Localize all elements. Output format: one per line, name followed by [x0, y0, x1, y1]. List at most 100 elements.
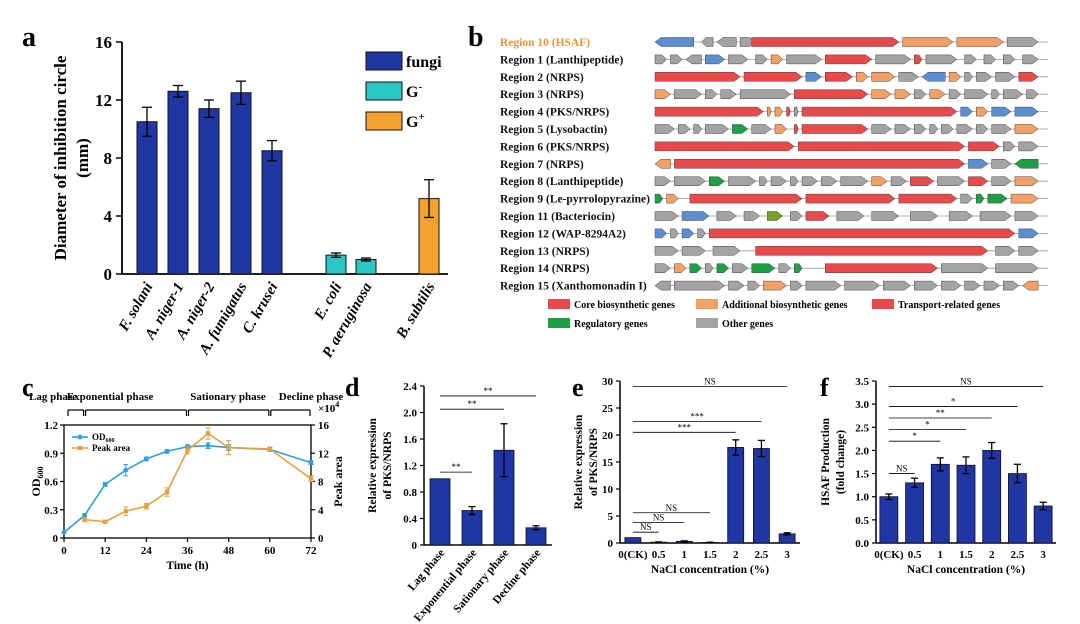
gene-arrow [705, 124, 729, 134]
gene-arrow [705, 54, 726, 65]
x-tick-label: 2 [989, 549, 995, 561]
gene-arrow [948, 89, 962, 99]
right-axis-multiplier: ×104 [318, 400, 339, 415]
legend-text: G [406, 114, 419, 131]
gene-arrow [674, 280, 726, 291]
legend-text: G [406, 84, 419, 101]
legend-swatch-regulatory [548, 318, 570, 328]
panel-letter-b: b [468, 22, 484, 53]
gene-arrow [937, 176, 966, 186]
x-tick-label: 0.5 [652, 549, 666, 561]
x-axis-label: NaCl concentration (%) [651, 564, 769, 576]
bar [727, 447, 745, 544]
gene-arrow [991, 159, 1012, 169]
y-tick-label: 0.4 [403, 514, 417, 526]
multiplier-exp: 4 [335, 400, 339, 409]
legend-swatch-gpos [365, 111, 403, 131]
legend-swatch-core [548, 299, 570, 309]
region-label: Region 3 (NRPS) [500, 89, 584, 101]
gene-arrow [697, 228, 706, 239]
y-tick-label: 15 [602, 457, 614, 469]
gene-arrow [902, 37, 954, 47]
gene-arrow [975, 193, 985, 204]
gene-arrow [654, 89, 671, 99]
gene-arrow [720, 89, 737, 99]
gene-arrow [960, 193, 973, 204]
x-tick-label: 1.5 [703, 549, 717, 561]
gene-arrow [871, 89, 892, 99]
gene-arrow [1003, 54, 1016, 65]
gene-arrow [674, 263, 687, 273]
gene-arrow [1010, 193, 1039, 204]
gene-arrow [654, 176, 671, 186]
gene-arrow [759, 176, 768, 186]
y-tick-label: 2.5 [855, 422, 869, 434]
significance-label: NS [960, 377, 972, 387]
gene-arrow [956, 124, 973, 134]
gene-arrow [871, 176, 888, 186]
y-right-axis-label: Peak area [331, 456, 345, 507]
gene-arrow [898, 193, 958, 204]
peak-area-point [123, 508, 128, 514]
gene-arrow [921, 72, 946, 82]
gene-arrow [654, 228, 667, 239]
x-tick-label: 2.5 [755, 549, 769, 561]
gene-arrow [1014, 124, 1039, 134]
gene-arrow [825, 72, 853, 82]
bar-a-niger-1 [167, 90, 189, 275]
legend-swatch-transport [872, 299, 894, 309]
gene-arrow [786, 106, 791, 117]
od600-point [102, 481, 108, 487]
gene-arrow [654, 211, 679, 221]
legend-label-fungi: fungi [406, 54, 442, 71]
x-tick-label: 0.5 [908, 549, 922, 561]
significance-label: ** [468, 399, 478, 409]
series-line-od600 [63, 444, 312, 533]
region-label: Region 6 (PKS/NRPS) [500, 141, 609, 153]
significance-label: *** [678, 422, 692, 432]
gene-arrow [751, 37, 900, 47]
gene-arrow [840, 176, 869, 186]
gene-arrow [929, 124, 938, 134]
gene-arrow [1003, 89, 1024, 99]
phase-label: Lag phase [29, 391, 77, 403]
gene-arrow [995, 263, 1039, 273]
gene-arrow [836, 211, 865, 221]
significance-label: * [925, 420, 930, 430]
legend-label-transport: Transport-related genes [898, 300, 1000, 311]
gene-arrow [871, 72, 896, 82]
gene-arrow [654, 54, 667, 65]
x-tick-label: 2.5 [1011, 549, 1025, 561]
od600-point [205, 443, 211, 449]
gene-arrow [681, 228, 695, 239]
gene-arrow [774, 124, 787, 134]
y-left-tick-label: 0.6 [44, 477, 58, 489]
gene-arrow [975, 124, 989, 134]
significance-label: NS [896, 464, 908, 474]
od600-point [308, 460, 314, 466]
gene-arrow [716, 211, 737, 221]
significance-label: ** [452, 462, 462, 472]
gene-arrow [654, 159, 671, 169]
gene-arrow [654, 106, 764, 117]
y-left-tick-label: 1.2 [44, 420, 58, 432]
gene-arrow [790, 280, 803, 291]
panel-letter-f: f [820, 373, 829, 402]
legend-swatch-additional [696, 299, 718, 309]
panel-letter-a: a [22, 22, 36, 53]
gene-arrow [654, 263, 671, 273]
y-axis-label-line2: (mm) [73, 138, 92, 178]
x-tick-label: 72 [306, 545, 318, 557]
y-axis-label-line2: (fold change) [835, 430, 847, 494]
y-tick-label: 3.0 [855, 399, 869, 411]
gene-arrow [1014, 106, 1039, 117]
peak-area-point [185, 448, 190, 453]
gene-arrow [1026, 89, 1039, 99]
panel-letter-e: e [572, 373, 584, 402]
y-tick-label: 2.0 [403, 408, 417, 420]
y-tick-label: 10 [602, 484, 614, 496]
y-tick-label: 0.8 [403, 487, 417, 499]
gene-arrow [728, 54, 749, 65]
